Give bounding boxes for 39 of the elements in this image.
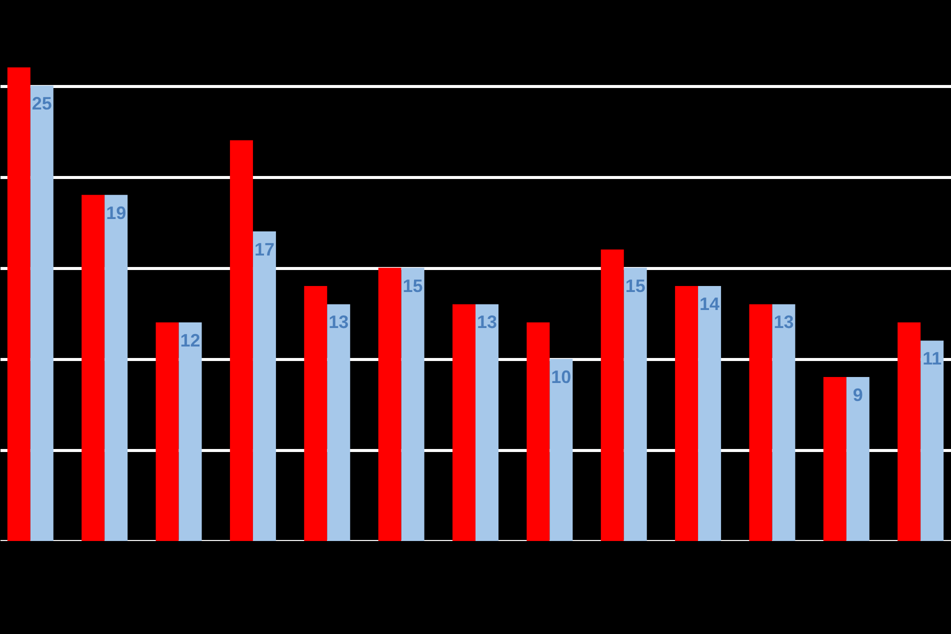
bar bbox=[698, 286, 722, 541]
bar bbox=[452, 304, 476, 541]
bar bbox=[156, 322, 179, 541]
data-label: 19 bbox=[106, 202, 126, 223]
data-label: 25 bbox=[32, 94, 52, 114]
bar bbox=[230, 140, 253, 541]
bar bbox=[846, 377, 870, 541]
data-label: 13 bbox=[328, 312, 349, 332]
data-label: 13 bbox=[774, 312, 794, 332]
bar bbox=[550, 358, 573, 541]
bar bbox=[675, 286, 698, 541]
bar bbox=[749, 304, 772, 541]
bar bbox=[7, 67, 30, 541]
bar bbox=[476, 304, 498, 541]
bar bbox=[378, 268, 402, 541]
bar bbox=[304, 286, 328, 541]
bar bbox=[526, 322, 550, 541]
bar bbox=[252, 231, 276, 541]
bar bbox=[898, 322, 921, 541]
data-label: 12 bbox=[180, 330, 200, 350]
bar bbox=[30, 86, 54, 541]
bar bbox=[600, 250, 624, 541]
bar bbox=[178, 322, 202, 541]
bar bbox=[327, 304, 350, 541]
bar bbox=[624, 268, 647, 541]
data-label: 17 bbox=[254, 239, 274, 260]
data-label: 11 bbox=[922, 348, 942, 369]
bar bbox=[401, 268, 424, 541]
data-label: 13 bbox=[476, 312, 498, 332]
data-label: 14 bbox=[700, 294, 720, 314]
data-label: 15 bbox=[402, 276, 423, 296]
bar bbox=[104, 194, 128, 541]
bar bbox=[82, 194, 105, 541]
data-label: 10 bbox=[551, 366, 572, 387]
bar bbox=[772, 304, 796, 541]
bar bbox=[920, 340, 944, 541]
bar bbox=[823, 377, 846, 541]
data-label: 15 bbox=[625, 276, 646, 296]
data-label: 9 bbox=[852, 385, 863, 406]
